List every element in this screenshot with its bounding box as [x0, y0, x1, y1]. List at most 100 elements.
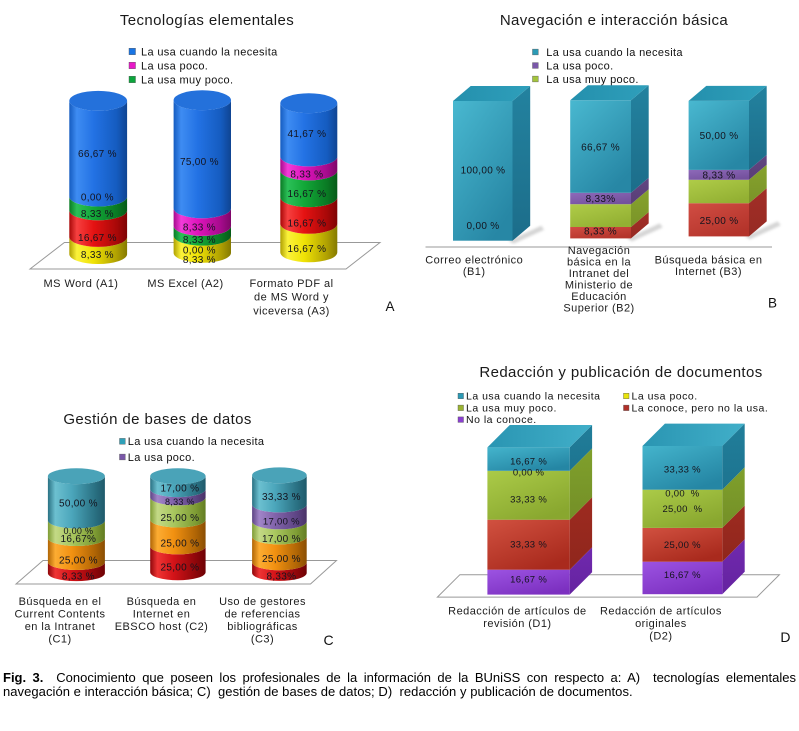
svg-text:La usa muy poco.: La usa muy poco.: [141, 74, 233, 86]
svg-text:en la Intranet: en la Intranet: [25, 621, 96, 633]
svg-text:de MS Word y: de MS Word y: [254, 292, 329, 304]
svg-text:Tecnologías elementales: Tecnologías elementales: [120, 12, 294, 29]
svg-text:(D2): (D2): [649, 631, 672, 643]
svg-text:MS Word (A1): MS Word (A1): [44, 278, 119, 290]
svg-text:Búsqueda básica en: Búsqueda básica en: [655, 255, 763, 267]
svg-text:33,33 %: 33,33 %: [510, 540, 547, 551]
svg-text:MS Excel (A2): MS Excel (A2): [147, 278, 223, 290]
svg-text:Formato PDF al: Formato PDF al: [250, 278, 334, 290]
svg-text:La conoce, pero no la usa.: La conoce, pero no la usa.: [632, 402, 769, 414]
svg-text:Superior (B2): Superior (B2): [563, 303, 634, 315]
svg-text:Internet (B3): Internet (B3): [675, 266, 742, 278]
svg-text:8,33 %: 8,33 %: [703, 170, 736, 181]
svg-text:Uso de gestores: Uso de gestores: [219, 596, 306, 608]
svg-text:Navegación e interacción básic: Navegación e interacción básica: [500, 12, 729, 29]
svg-text:66,67 %: 66,67 %: [581, 143, 620, 154]
svg-text:de referencias: de referencias: [224, 609, 300, 621]
svg-text:33,33 %: 33,33 %: [510, 495, 547, 506]
svg-text:EBSCO host (C2): EBSCO host (C2): [115, 621, 209, 633]
svg-text:8,33 %: 8,33 %: [165, 497, 195, 507]
svg-text:25,00 %: 25,00 %: [161, 563, 200, 574]
svg-text:0,00 %: 0,00 %: [513, 468, 545, 479]
svg-text:8,33 %: 8,33 %: [81, 209, 114, 220]
svg-text:17,00 %: 17,00 %: [262, 534, 301, 545]
svg-text:25,00 %: 25,00 %: [262, 554, 301, 565]
svg-text:Educación: Educación: [571, 291, 626, 303]
svg-text:0,00 %: 0,00 %: [81, 193, 114, 204]
svg-text:Navegación: Navegación: [568, 245, 631, 257]
svg-text:50,00 %: 50,00 %: [59, 499, 98, 510]
svg-text:Current Contents: Current Contents: [15, 609, 106, 621]
svg-text:8,33 %: 8,33 %: [183, 255, 216, 266]
svg-text:Búsqueda en el: Búsqueda en el: [19, 596, 102, 608]
svg-text:16,67 %: 16,67 %: [288, 219, 327, 230]
svg-text:La usa cuando la necesita: La usa cuando la necesita: [141, 46, 278, 58]
svg-text:Redacción de artículos de: Redacción de artículos de: [448, 606, 586, 618]
svg-text:No la conoce.: No la conoce.: [466, 414, 537, 426]
svg-text:La usa cuando la necesita: La usa cuando la necesita: [546, 47, 683, 59]
svg-text:16,67 %: 16,67 %: [78, 233, 117, 244]
svg-text:D: D: [780, 629, 790, 645]
svg-text:A: A: [385, 299, 394, 314]
svg-text:17,00 %: 17,00 %: [263, 516, 300, 527]
svg-text:16,67 %: 16,67 %: [288, 244, 327, 255]
svg-text:0,00 %: 0,00 %: [63, 526, 93, 536]
svg-text:66,67 %: 66,67 %: [78, 149, 117, 160]
svg-text:0,00 %: 0,00 %: [467, 221, 500, 232]
svg-text:25,00 %: 25,00 %: [662, 504, 702, 515]
svg-text:originales: originales: [635, 618, 687, 630]
svg-text:La usa muy poco.: La usa muy poco.: [546, 74, 638, 86]
svg-text:8,33%: 8,33%: [266, 572, 296, 583]
svg-text:8,33 %: 8,33 %: [584, 227, 617, 238]
svg-text:B: B: [768, 296, 777, 311]
svg-text:16,67 %: 16,67 %: [288, 189, 327, 200]
svg-text:33,33 %: 33,33 %: [262, 492, 301, 503]
svg-text:0,00 %: 0,00 %: [665, 489, 700, 500]
svg-text:La usa poco.: La usa poco.: [128, 452, 195, 464]
svg-text:La usa muy poco.: La usa muy poco.: [466, 402, 557, 414]
svg-text:25,00 %: 25,00 %: [700, 216, 739, 227]
svg-text:50,00 %: 50,00 %: [700, 131, 739, 142]
svg-text:8,33 %: 8,33 %: [183, 235, 216, 246]
svg-text:C: C: [323, 632, 333, 648]
svg-text:(C1): (C1): [48, 634, 71, 646]
svg-text:(C3): (C3): [251, 634, 274, 646]
svg-text:Correo electrónico: Correo electrónico: [425, 255, 523, 267]
svg-text:25,00 %: 25,00 %: [161, 539, 200, 550]
svg-text:16,67 %: 16,67 %: [510, 575, 547, 586]
svg-text:8,33 %: 8,33 %: [290, 170, 323, 181]
svg-text:8,33%: 8,33%: [586, 194, 616, 205]
svg-text:La usa cuando la necesita: La usa cuando la necesita: [128, 436, 265, 448]
svg-text:viceversa (A3): viceversa (A3): [253, 305, 330, 317]
svg-text:Intranet del: Intranet del: [569, 268, 629, 280]
svg-text:33,33 %: 33,33 %: [664, 465, 701, 476]
svg-text:Ministerio de: Ministerio de: [565, 280, 633, 292]
svg-text:41,67 %: 41,67 %: [288, 129, 327, 140]
svg-text:17,00 %: 17,00 %: [161, 484, 200, 495]
svg-text:100,00 %: 100,00 %: [461, 166, 506, 177]
svg-text:25,00 %: 25,00 %: [161, 513, 200, 524]
svg-text:Búsqueda en: Búsqueda en: [127, 596, 197, 608]
svg-text:16,67%: 16,67%: [61, 534, 97, 545]
svg-text:25,00 %: 25,00 %: [664, 540, 701, 551]
svg-text:La usa cuando la necesita: La usa cuando la necesita: [466, 391, 601, 403]
svg-text:Redacción de artículos: Redacción de artículos: [600, 606, 722, 618]
svg-text:Internet en: Internet en: [133, 609, 191, 621]
svg-text:básica en la: básica en la: [567, 257, 632, 269]
svg-text:revisión (D1): revisión (D1): [483, 618, 551, 630]
svg-text:8,33 %: 8,33 %: [81, 250, 114, 261]
svg-text:(B1): (B1): [463, 266, 486, 278]
svg-text:16,67 %: 16,67 %: [510, 456, 547, 467]
svg-text:75,00 %: 75,00 %: [180, 157, 219, 168]
svg-text:bibliográficas: bibliográficas: [227, 621, 298, 633]
svg-text:Gestión de bases de datos: Gestión de bases de datos: [63, 411, 251, 428]
svg-text:La usa poco.: La usa poco.: [141, 60, 208, 72]
svg-text:8,33 %: 8,33 %: [183, 223, 216, 234]
svg-text:Redacción y publicación de doc: Redacción y publicación de documentos: [479, 364, 762, 381]
svg-text:La usa poco.: La usa poco.: [546, 60, 613, 72]
svg-text:0,00 %: 0,00 %: [183, 245, 216, 256]
svg-text:25,00 %: 25,00 %: [59, 555, 98, 566]
svg-text:8,33 %: 8,33 %: [62, 572, 95, 583]
svg-text:16,67 %: 16,67 %: [664, 570, 701, 581]
svg-text:La usa poco.: La usa poco.: [632, 391, 698, 403]
